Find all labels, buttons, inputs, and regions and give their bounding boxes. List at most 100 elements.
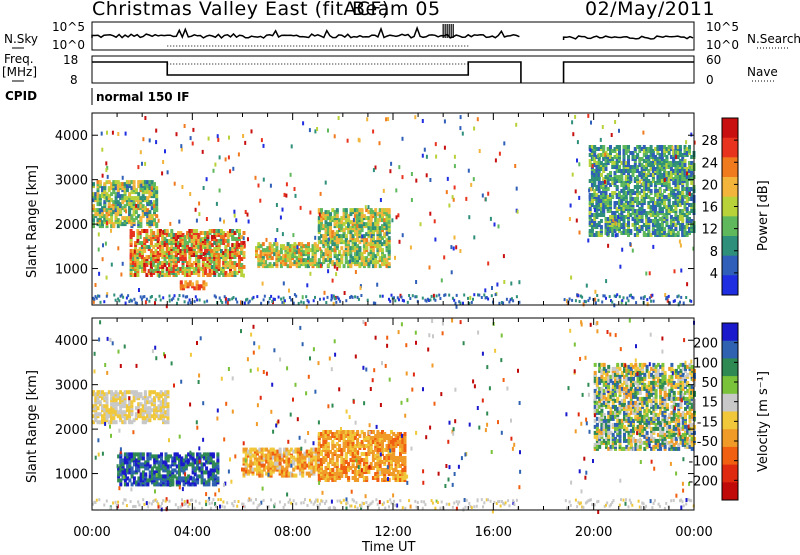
echo-cell — [167, 412, 170, 416]
echo-cell — [144, 116, 146, 120]
echo-cell — [684, 159, 687, 163]
echo-cell — [363, 432, 366, 436]
ground-scatter-cell — [467, 297, 469, 300]
echo-cell — [690, 171, 693, 175]
ground-scatter-cell — [678, 295, 680, 298]
colorbar-swatch — [722, 157, 738, 177]
freq-panel-frame — [92, 56, 694, 83]
echo-cell — [205, 466, 208, 470]
ground-scatter-cell — [155, 298, 157, 301]
echo-cell — [238, 229, 241, 233]
echo-cell — [642, 182, 644, 186]
echo-cell — [681, 191, 684, 195]
ground-scatter-cell — [133, 298, 135, 301]
ground-scatter-cell — [374, 302, 376, 305]
echo-cell — [244, 141, 246, 145]
ground-scatter-cell — [159, 295, 161, 298]
echo-cell — [426, 173, 428, 177]
echo-cell — [155, 194, 158, 198]
echo-cell — [109, 220, 111, 224]
echo-cell — [373, 237, 375, 241]
echo-cell — [324, 291, 326, 295]
echo-cell — [320, 264, 322, 268]
echo-cell — [652, 197, 655, 201]
echo-cell — [106, 396, 109, 400]
echo-cell — [244, 244, 246, 248]
echo-cell — [625, 186, 627, 190]
ground-scatter-cell — [633, 297, 635, 300]
echo-cell — [329, 226, 332, 230]
echo-cell — [663, 227, 666, 231]
echo-cell — [300, 206, 302, 210]
ground-scatter-cell — [339, 300, 341, 303]
echo-cell — [195, 229, 198, 233]
ground-scatter-cell — [685, 296, 687, 299]
echo-cell — [191, 282, 194, 286]
colorbar-swatch — [722, 236, 738, 256]
echo-cell — [158, 219, 160, 223]
echo-cell — [616, 185, 619, 189]
echo-cell — [155, 214, 158, 218]
echo-cell — [518, 280, 520, 284]
echo-cell — [170, 263, 172, 267]
echo-cell — [238, 152, 240, 156]
echo-cell — [468, 215, 470, 219]
ground-scatter-cell — [325, 301, 327, 304]
echo-cell — [356, 478, 359, 482]
echo-cell — [227, 243, 230, 247]
echo-cell — [106, 221, 108, 225]
echo-cell — [444, 146, 446, 150]
ground-scatter-cell — [506, 298, 508, 301]
echo-cell — [98, 248, 100, 252]
ground-scatter-cell — [300, 301, 302, 304]
ground-scatter-cell — [244, 302, 246, 305]
echo-cell — [139, 224, 142, 228]
echo-cell — [452, 195, 454, 199]
echo-cell — [569, 217, 571, 221]
echo-cell — [276, 203, 278, 207]
echo-cell — [328, 238, 330, 242]
ground-scatter-cell — [253, 296, 255, 299]
echo-cell — [388, 262, 391, 266]
echo-cell — [345, 234, 348, 238]
echo-cell — [180, 144, 182, 148]
ground-scatter-cell — [516, 295, 518, 298]
ground-scatter-cell — [233, 296, 235, 299]
echo-cell — [149, 138, 151, 142]
echo-cell — [167, 390, 170, 394]
ground-scatter-cell — [354, 295, 356, 298]
ground-scatter-cell — [596, 294, 598, 297]
echo-cell — [614, 120, 616, 124]
echo-cell — [623, 155, 626, 159]
echo-cell — [570, 276, 572, 280]
echo-cell — [95, 283, 97, 287]
echo-cell — [390, 162, 392, 166]
ground-scatter-cell — [502, 302, 504, 305]
ground-scatter-cell — [429, 298, 431, 301]
echo-cell — [446, 190, 448, 194]
ground-scatter-cell — [184, 300, 186, 303]
echo-cell — [366, 117, 368, 121]
echo-cell — [124, 420, 127, 424]
echo-cell — [470, 183, 472, 187]
echo-cell — [426, 155, 428, 159]
echo-cell — [688, 145, 691, 149]
ground-scatter-cell — [463, 294, 465, 297]
echo-cell — [484, 288, 486, 292]
echo-cell — [619, 265, 621, 269]
ground-scatter-cell — [401, 296, 403, 299]
ground-scatter-cell — [571, 299, 573, 302]
ground-scatter-cell — [483, 294, 485, 297]
ground-scatter-cell — [319, 298, 321, 301]
colorbar-swatch — [722, 118, 738, 138]
echo-cell — [157, 237, 160, 241]
echo-cell — [434, 238, 436, 242]
echo-cell — [133, 180, 136, 184]
ground-scatter-cell — [674, 299, 676, 302]
echo-cell — [602, 145, 605, 149]
echo-cell — [228, 136, 230, 140]
echo-cell — [388, 220, 391, 224]
echo-cell — [388, 244, 391, 248]
echo-cell — [435, 155, 437, 159]
echo-cell — [243, 236, 245, 240]
